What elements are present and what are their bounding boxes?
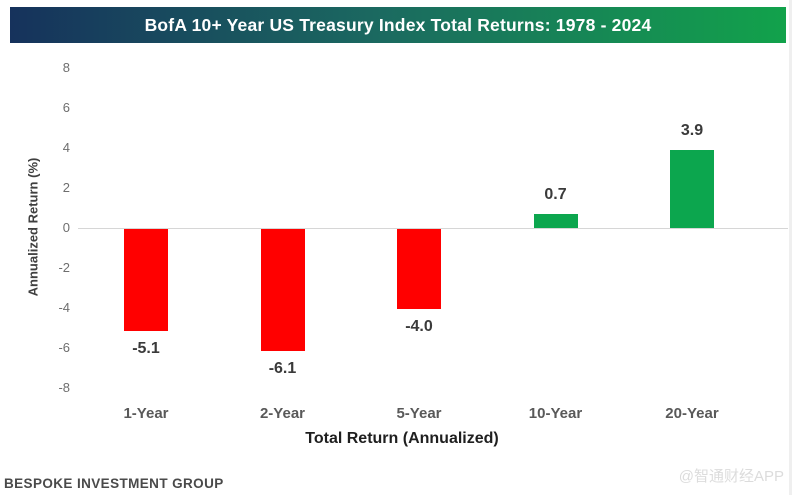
- bar-10-year: [533, 214, 578, 228]
- x-tick-label-5-year: 5-Year: [396, 405, 442, 422]
- bar-value-label: -4.0: [405, 318, 433, 335]
- y-tick-label: 8: [62, 60, 70, 75]
- y-tick-label: -8: [58, 380, 70, 395]
- x-tick-label-1-year: 1-Year: [123, 405, 169, 422]
- x-tick-label-10-year: 10-Year: [528, 405, 583, 422]
- y-tick-label: 0: [62, 220, 70, 235]
- bar-2-year: [260, 229, 305, 351]
- right-edge-border: [789, 0, 792, 495]
- y-tick-label: 6: [62, 100, 70, 115]
- x-tick-label-2-year: 2-Year: [259, 405, 306, 422]
- bar-1-year: [124, 229, 168, 331]
- bar-20-year: [670, 150, 714, 228]
- bar-value-label: 0.7: [544, 186, 567, 203]
- y-tick-label: -2: [58, 260, 70, 275]
- bar-value-label: -6.1: [268, 360, 297, 377]
- bar-value-label: -5.1: [132, 340, 160, 357]
- y-tick-label: 4: [62, 140, 70, 155]
- y-tick-label: -6: [58, 340, 70, 355]
- zero-gridline: [78, 228, 788, 229]
- bar-5-year: [397, 229, 441, 309]
- chart-title-bar: BofA 10+ Year US Treasury Index Total Re…: [10, 7, 786, 43]
- x-tick-label-20-year: 20-Year: [665, 405, 719, 422]
- watermark-text: @智通财经APP: [678, 468, 784, 485]
- y-tick-label: -4: [58, 300, 70, 315]
- source-attribution: BESPOKE INVESTMENT GROUP: [4, 476, 224, 491]
- x-axis-title: Total Return (Annualized): [305, 430, 499, 447]
- y-tick-label: 2: [62, 180, 70, 195]
- bar-value-label: 3.9: [680, 122, 704, 139]
- chart-title: BofA 10+ Year US Treasury Index Total Re…: [144, 14, 652, 35]
